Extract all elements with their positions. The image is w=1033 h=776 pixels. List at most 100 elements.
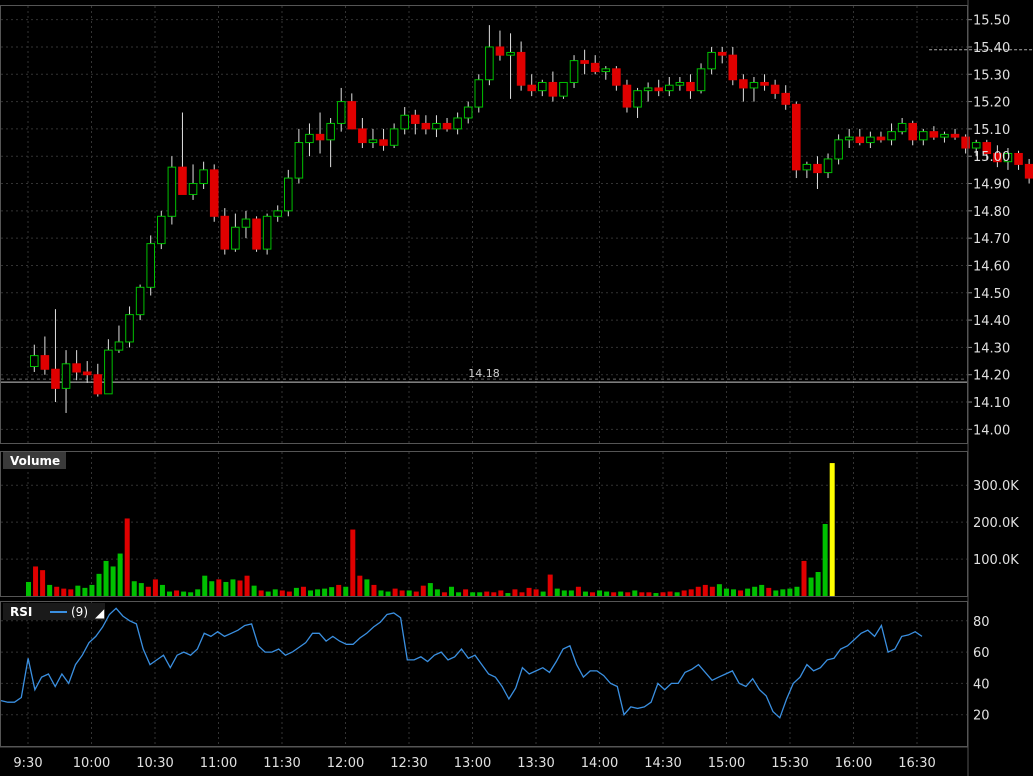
volume-bar[interactable] xyxy=(575,586,581,596)
volume-bar[interactable] xyxy=(484,591,490,596)
candle-body[interactable] xyxy=(51,368,60,389)
candle-body[interactable] xyxy=(696,68,706,92)
volume-bar[interactable] xyxy=(773,590,779,596)
volume-bar[interactable] xyxy=(230,579,236,596)
candle-body[interactable] xyxy=(252,218,261,250)
candle-body[interactable] xyxy=(516,51,526,86)
candle-body[interactable] xyxy=(601,68,611,73)
volume-bar[interactable] xyxy=(413,591,419,596)
candle-body[interactable] xyxy=(813,163,822,174)
volume-bar[interactable] xyxy=(272,589,278,596)
volume-bar[interactable] xyxy=(519,592,525,596)
volume-bar[interactable] xyxy=(688,589,694,596)
volume-bar[interactable] xyxy=(322,588,328,596)
volume-bar[interactable] xyxy=(279,590,285,596)
candle-body[interactable] xyxy=(336,101,346,124)
volume-bar[interactable] xyxy=(61,588,67,596)
volume-bar[interactable] xyxy=(639,592,645,596)
volume-bar[interactable] xyxy=(40,570,46,596)
candle-body[interactable] xyxy=(993,152,1002,163)
candle-body[interactable] xyxy=(633,90,642,108)
volume-bar[interactable] xyxy=(152,579,158,596)
volume-bar[interactable] xyxy=(561,590,567,596)
candle-body[interactable] xyxy=(897,122,907,133)
volume-bar[interactable] xyxy=(526,587,532,596)
volume-bar[interactable] xyxy=(625,592,631,596)
volume-bar[interactable] xyxy=(512,589,518,596)
volume-bar[interactable] xyxy=(470,592,476,596)
volume-bar[interactable] xyxy=(646,592,652,596)
volume-bar[interactable] xyxy=(399,590,405,596)
volume-bar[interactable] xyxy=(505,593,511,596)
candle-body[interactable] xyxy=(929,131,939,138)
candle-body[interactable] xyxy=(855,136,865,144)
candle-body[interactable] xyxy=(919,131,928,141)
volume-bar[interactable] xyxy=(308,590,313,596)
candle-body[interactable] xyxy=(887,131,896,141)
candle-body[interactable] xyxy=(262,215,272,250)
candle-body[interactable] xyxy=(82,371,92,376)
volume-bar[interactable] xyxy=(131,581,137,596)
volume-bar[interactable] xyxy=(759,584,765,596)
candle-body[interactable] xyxy=(675,81,685,86)
candle-body[interactable] xyxy=(220,215,230,250)
volume-bar[interactable] xyxy=(96,573,102,596)
volume-bar[interactable] xyxy=(766,587,772,596)
volume-bar[interactable] xyxy=(265,591,271,596)
candle-body[interactable] xyxy=(125,314,134,343)
candle-body[interactable] xyxy=(770,84,780,94)
candle-body[interactable] xyxy=(1014,152,1023,165)
volume-bar[interactable] xyxy=(258,590,264,596)
candle-body[interactable] xyxy=(548,81,558,97)
volume-bar[interactable] xyxy=(350,529,356,596)
volume-bar[interactable] xyxy=(449,586,454,596)
volume-bar[interactable] xyxy=(681,590,687,596)
volume-bar[interactable] xyxy=(723,588,729,596)
candle-body[interactable] xyxy=(209,169,219,217)
volume-bar[interactable] xyxy=(808,577,814,596)
rsi-panel[interactable] xyxy=(0,601,968,747)
candle-body[interactable] xyxy=(559,81,568,97)
volume-bar[interactable] xyxy=(343,586,349,596)
candle-body[interactable] xyxy=(940,133,949,138)
volume-bar[interactable] xyxy=(456,592,462,596)
volume-bar[interactable] xyxy=(829,463,835,596)
candle-body[interactable] xyxy=(284,177,293,212)
volume-bar[interactable] xyxy=(618,591,624,596)
volume-bar[interactable] xyxy=(815,572,821,596)
candle-body[interactable] xyxy=(294,142,304,179)
volume-bar[interactable] xyxy=(47,584,53,596)
volume-bar[interactable] xyxy=(26,581,31,596)
volume-bar[interactable] xyxy=(251,585,257,596)
candle-body[interactable] xyxy=(643,87,653,92)
candle-body[interactable] xyxy=(950,133,960,138)
volume-bar[interactable] xyxy=(293,587,299,596)
candle-body[interactable] xyxy=(326,122,335,141)
volume-bar[interactable] xyxy=(82,587,88,596)
volume-bar[interactable] xyxy=(378,590,384,596)
candle-body[interactable] xyxy=(665,84,674,92)
volume-bar[interactable] xyxy=(716,584,722,596)
volume-bar[interactable] xyxy=(110,566,116,596)
volume-bar[interactable] xyxy=(731,589,736,596)
volume-bar[interactable] xyxy=(667,591,673,596)
volume-bar[interactable] xyxy=(357,575,363,596)
candle-body[interactable] xyxy=(188,183,198,195)
candle-body[interactable] xyxy=(844,136,854,141)
candle-body[interactable] xyxy=(368,139,378,144)
candle-body[interactable] xyxy=(866,136,875,144)
volume-bar[interactable] xyxy=(103,560,109,596)
volume-bar[interactable] xyxy=(392,588,398,596)
candle-body[interactable] xyxy=(199,169,208,185)
candle-body[interactable] xyxy=(61,363,71,389)
volume-bar[interactable] xyxy=(75,585,81,596)
volume-bar[interactable] xyxy=(195,589,201,596)
candle-body[interactable] xyxy=(707,51,716,70)
volume-bar[interactable] xyxy=(568,590,574,596)
volume-bar[interactable] xyxy=(597,590,603,596)
rsi-line[interactable] xyxy=(0,607,923,719)
candle-body[interactable] xyxy=(654,87,664,92)
candle-body[interactable] xyxy=(792,103,801,171)
volume-bar[interactable] xyxy=(117,553,123,596)
